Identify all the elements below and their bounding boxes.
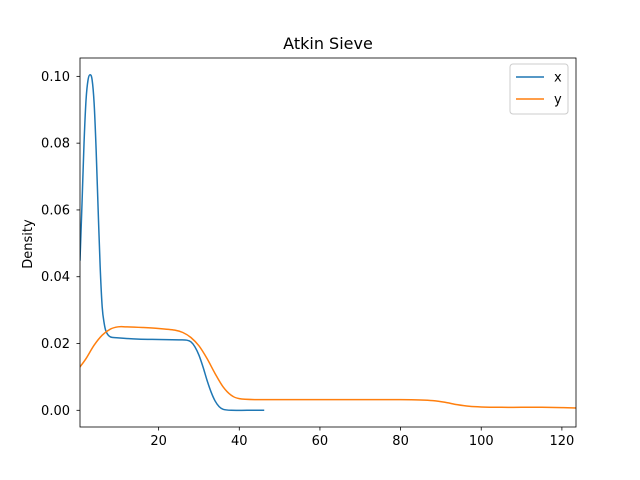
x-tick-label: 20 [150,434,167,449]
series-line-x [80,73,265,412]
y-axis-label: Density [21,219,36,269]
x-tick-label: 40 [231,434,248,449]
x-tick-label: 60 [312,434,329,449]
y-tick-label: 0.00 [41,404,70,419]
y-tick-label: 0.06 [41,203,70,218]
plot-area: 20 40 60 80 100 120 0.00 0.02 0.04 0.06 0.08 0.10 xy [41,57,577,449]
x-tick-label: 100 [469,434,494,449]
x-tick-label: 120 [549,434,574,449]
y-tick-label: 0.08 [41,137,70,152]
series-line-y [80,325,576,409]
chart-title: Atkin Sieve [283,34,373,53]
axes-frame [79,57,577,428]
legend: xy [509,63,569,115]
series-group [80,73,576,412]
legend-label-x: x [554,71,562,86]
y-tick-label: 0.02 [41,337,70,352]
x-tick-label: 80 [392,434,409,449]
y-tick-label: 0.10 [41,70,70,85]
legend-label-y: y [554,93,562,108]
y-tick-label: 0.04 [41,270,70,285]
